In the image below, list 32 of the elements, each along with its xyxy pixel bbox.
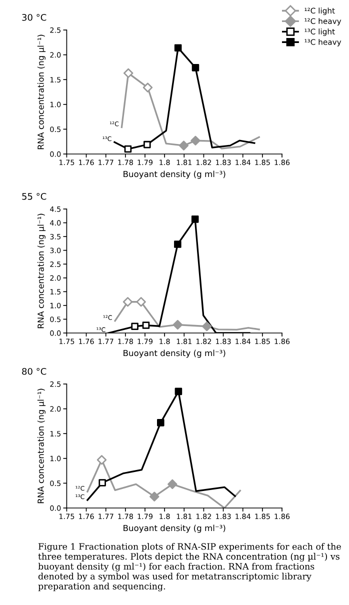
point [192,64,200,72]
chart-title: 80 °C [22,368,46,375]
chart-title: 55 °C [22,192,46,200]
point [174,388,182,396]
point [98,479,106,486]
chart-title: 30 °C [22,14,46,21]
point [142,82,153,92]
x-axis-title: Buoyant density (g ml⁻³) [124,350,226,358]
point [96,455,107,465]
point [174,240,182,248]
caption: Figure 1 Fractionation plots of RNA-SIP experiments for each of the three temperatures. Plots depict the RNA concentration (ng µl⁻¹) vs buoyant density (g ml⁻¹) for each fraction. RNA from fractions denoted by a symbol was used for metatranscriptomic library preparation and sequencing. [38,543,341,592]
point [202,322,212,332]
point [144,140,151,148]
y-axis-title: RNA concentration (ng µl⁻¹) [37,34,46,150]
x-axis-title: Buoyant density (g ml⁻³) [124,524,226,533]
x-axis-title: Buoyant density (g ml⁻³) [124,170,226,179]
point [190,136,200,146]
point [131,322,138,330]
point [124,145,132,153]
point [157,419,164,426]
y-axis-title: RNA concentration (ng µl⁻¹) [37,214,46,328]
point [191,216,199,223]
point [122,297,133,307]
point [123,68,134,78]
point [172,320,183,330]
point [142,322,150,329]
y-axis-title: RNA concentration (ng µl⁻¹) [37,388,46,504]
point [178,140,189,150]
point [174,44,182,52]
point [136,297,146,307]
point [150,492,160,502]
point [168,479,178,490]
